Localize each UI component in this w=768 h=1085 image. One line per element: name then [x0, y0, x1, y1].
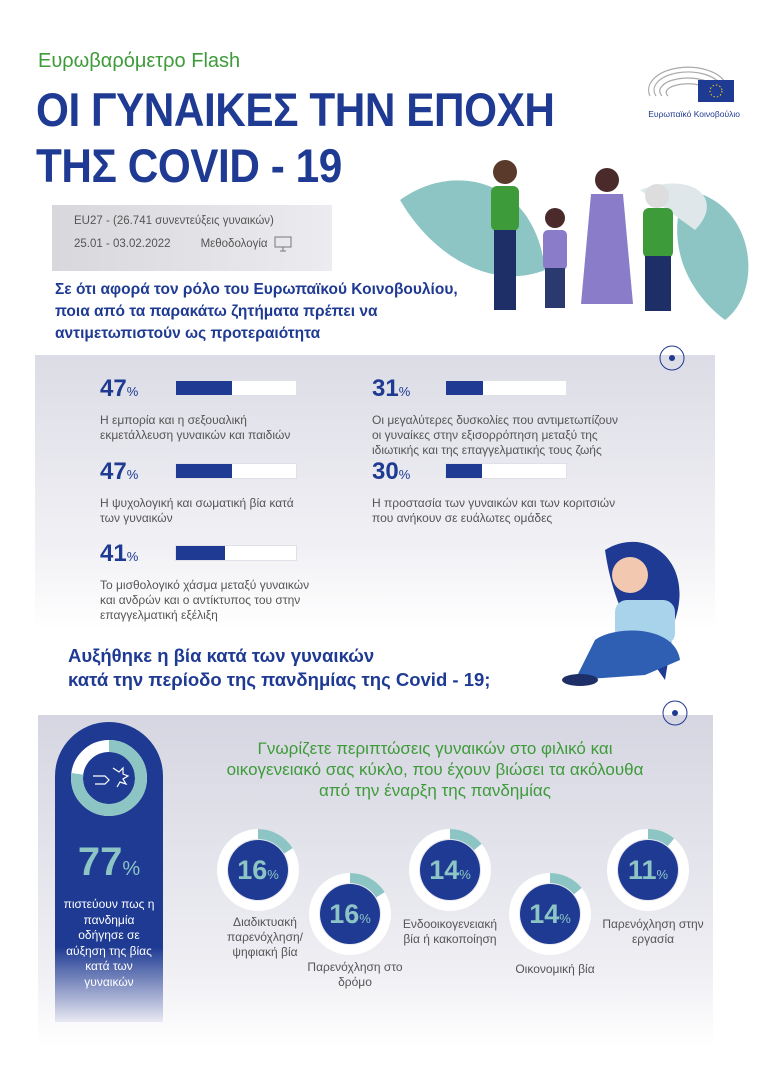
case-donut: 16% [216, 828, 300, 912]
priority-item: 30% Η προστασία των γυναικών και των κορ… [372, 458, 615, 526]
priority-label: Το μισθολογικό χάσμα μεταξύ γυναικών και… [100, 578, 310, 622]
case-donut-arc [509, 873, 591, 955]
priority-value: 31% [372, 375, 411, 402]
case-donut-arc [409, 829, 491, 911]
case-donut-arc [309, 873, 391, 955]
cases-question: Γνωρίζετε περιπτώσεις γυναικών στο φιλικ… [226, 739, 644, 800]
parliament-hemicycle-icon [648, 66, 734, 102]
priority-bar-fill [446, 464, 482, 478]
priority-bar-fill [176, 464, 233, 478]
title-line-1: ΟΙ ΓΥΝΑΙΚΕΣ ΤΗΝ ΕΠΟΧΗ [36, 83, 555, 136]
case-donut-arc [217, 829, 299, 911]
monitor-icon [274, 236, 292, 252]
target-icon [662, 700, 688, 726]
priority-bar [445, 463, 567, 479]
case-value: 16% [237, 855, 279, 885]
case-label: Παρενόχληση στην εργασία [602, 917, 704, 946]
survey-sample: EU27 - (26.741 συνεντεύξεις γυναικών) [74, 215, 274, 227]
priorities-panel [35, 355, 715, 630]
priority-value: 47% [100, 458, 139, 485]
priority-value: 41% [100, 540, 139, 567]
main-stat-label: πιστεύουν πως η πανδημία οδήγησε σε αύξη… [63, 897, 155, 989]
case-donut: 16% [308, 872, 392, 956]
main-stat-capsule: 77% πιστεύουν πως η πανδημία οδήγησε σε … [55, 722, 163, 1022]
priority-value: 47% [100, 375, 139, 402]
priority-bar-fill [176, 381, 233, 395]
case-label: Διαδικτυακή παρενόχληση/ ψηφιακή βία [227, 915, 303, 959]
ep-logo: Ευρωπαϊκό Κοινοβούλιο [640, 62, 740, 119]
logo-text: Ευρωπαϊκό Κοινοβούλιο [648, 109, 740, 119]
priority-label: Η εμπορία και η σεξουαλική εκμετάλλευση … [100, 413, 291, 442]
case-label: Οικονομική βία [515, 962, 595, 976]
violence-heading: Αυξήθηκε η βία κατά των γυναικών κατά τη… [68, 644, 490, 692]
case-label: Ενδοοικογενειακή βία ή κακοποίηση [402, 917, 498, 946]
main-stat-value: 77% [77, 840, 141, 884]
priority-label: Η προστασία των γυναικών και των κοριτσι… [372, 496, 616, 525]
case-value: 14% [429, 855, 471, 885]
priority-label: Οι μεγαλύτερες δυσκολίες που αντιμετωπίζ… [372, 413, 618, 457]
case-value: 16% [329, 899, 371, 929]
priority-bar [175, 545, 297, 561]
case-donut: 14% [508, 872, 592, 956]
case-value: 14% [529, 899, 571, 929]
main-stat-donut [71, 740, 147, 816]
fist-impact-icon [93, 766, 130, 788]
case-value: 11% [627, 855, 669, 885]
priority-label: Η ψυχολογική και σωματική βία κατά των γ… [100, 496, 294, 525]
priority-item: 47% Η ψυχολογική και σωματική βία κατά τ… [100, 458, 340, 526]
priority-item: 47% Η εμπορία και η σεξουαλική εκμετάλλε… [100, 375, 340, 443]
priority-bar [175, 463, 297, 479]
kicker: Ευρωβαρόμετρο Flash [38, 50, 241, 72]
title-line-2: ΤΗΣ COVID - 19 [36, 139, 342, 192]
survey-info: EU27 - (26.741 συνεντεύξεις γυναικών) 25… [52, 205, 332, 271]
target-icon [659, 345, 685, 371]
priority-bar [175, 380, 297, 396]
priorities-question: Σε ότι αφορά τον ρόλο του Ευρωπαϊκού Κοι… [55, 281, 458, 342]
case-donut: 14% [408, 828, 492, 912]
priority-bar-fill [176, 546, 226, 560]
sad-woman-illustration [562, 541, 680, 686]
priority-bar [445, 380, 567, 396]
priority-value: 30% [372, 458, 411, 485]
violence-heading-line-1: Αυξήθηκε η βία κατά των γυναικών [68, 645, 375, 666]
violence-heading-line-2: κατά την περίοδο της πανδημίας της Covid… [68, 669, 491, 690]
methodology-label: Μεθοδολογία [200, 238, 268, 250]
case-donut-arc [607, 829, 689, 911]
case-donut: 11% [606, 828, 690, 912]
case-label: Παρενόχληση στο δρόμο [307, 960, 403, 989]
priority-item: 41% Το μισθολογικό χάσμα μεταξύ γυναικών… [100, 540, 340, 623]
survey-dates: 25.01 - 03.02.2022 [74, 238, 171, 250]
methodology-link[interactable]: Μεθοδολογία [201, 236, 292, 252]
priority-bar-fill [446, 381, 484, 395]
priority-item: 31% Οι μεγαλύτερες δυσκολίες που αντιμετ… [372, 375, 618, 458]
women-illustration [400, 160, 749, 320]
